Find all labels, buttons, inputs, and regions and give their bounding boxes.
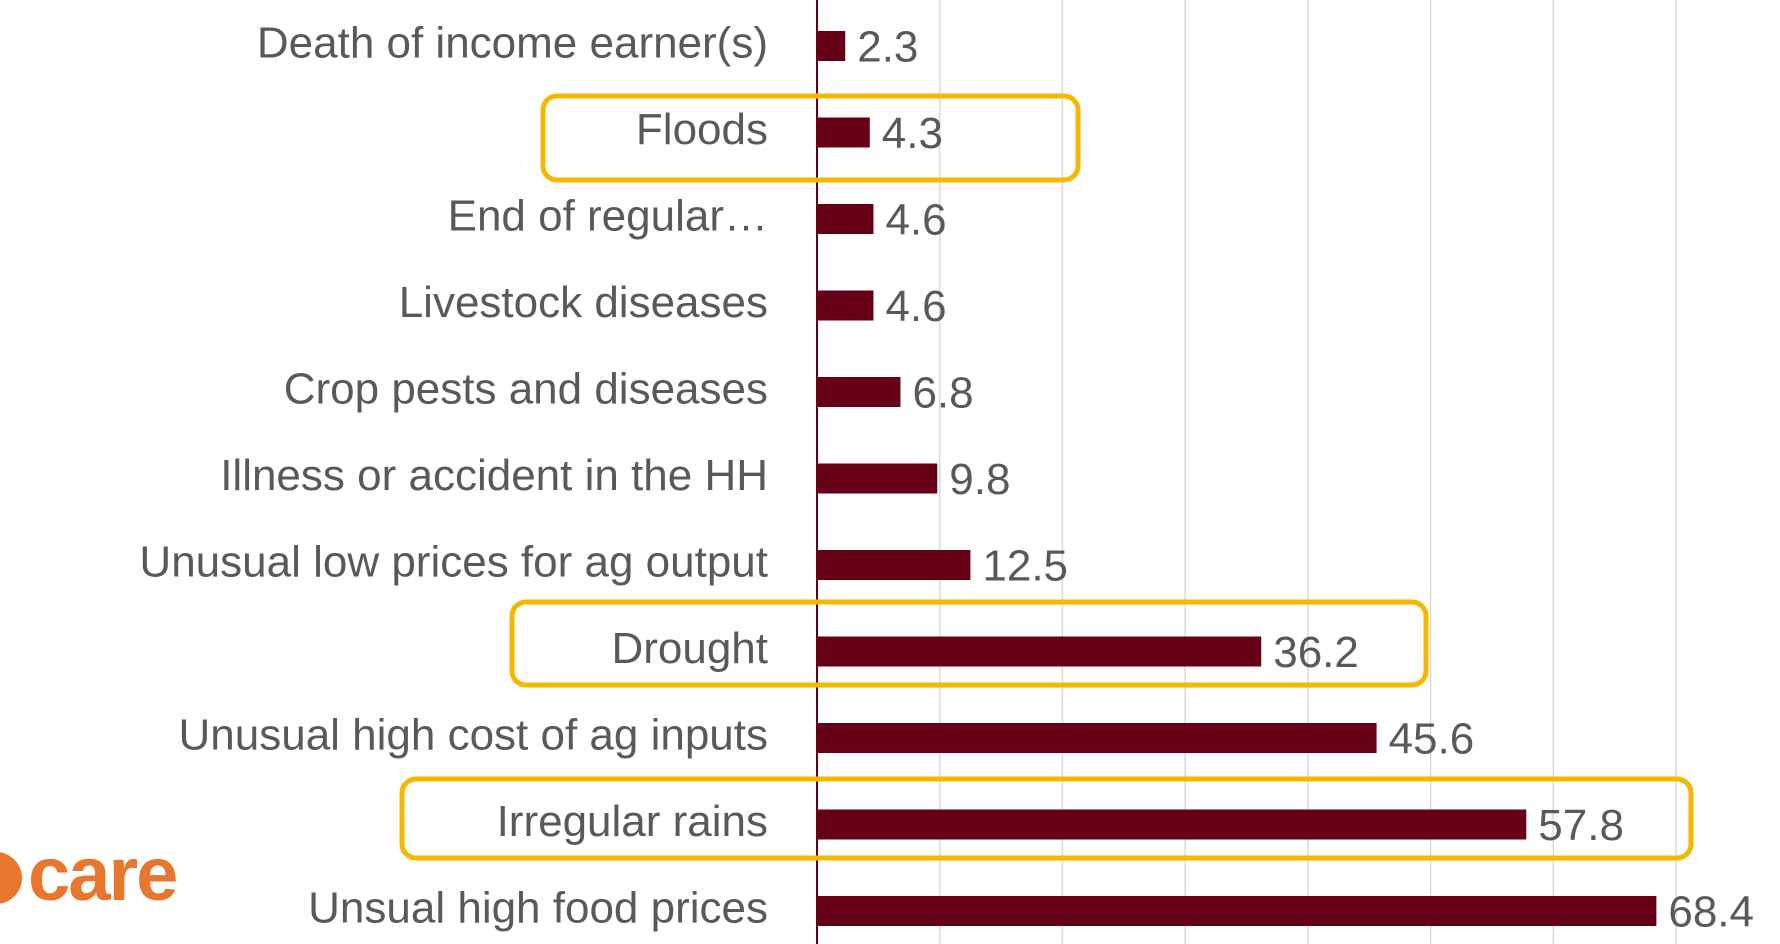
category-label: Livestock diseases bbox=[399, 278, 768, 327]
bar bbox=[817, 463, 938, 494]
category-label: Irregular rains bbox=[497, 797, 768, 846]
bar bbox=[817, 809, 1527, 840]
category-label: Unsual high food prices bbox=[308, 884, 768, 933]
category-label: Unusual high cost of ag inputs bbox=[179, 711, 769, 760]
category-label: Crop pests and diseases bbox=[284, 365, 768, 414]
value-label: 9.8 bbox=[949, 455, 1010, 504]
value-label: 12.5 bbox=[982, 542, 1068, 591]
grid bbox=[816, 0, 1677, 944]
bar bbox=[817, 31, 846, 61]
highlight-box bbox=[399, 776, 1694, 861]
value-label: 4.6 bbox=[885, 196, 946, 245]
category-label: Unusual low prices for ag output bbox=[139, 538, 768, 587]
bar bbox=[817, 636, 1262, 667]
value-label: 4.3 bbox=[882, 109, 943, 158]
category-label: Floods bbox=[636, 105, 768, 154]
value-label: 36.2 bbox=[1273, 628, 1359, 677]
bar bbox=[817, 723, 1377, 753]
bar bbox=[817, 204, 874, 234]
value-label: 4.6 bbox=[885, 282, 946, 331]
category-label: Drought bbox=[611, 624, 768, 673]
category-label: Death of income earner(s) bbox=[257, 19, 768, 68]
logo: care bbox=[28, 832, 176, 917]
value-label: 57.8 bbox=[1538, 801, 1624, 850]
highlight-box bbox=[509, 599, 1429, 688]
bar bbox=[817, 377, 901, 407]
bar bbox=[817, 896, 1657, 926]
value-label: 6.8 bbox=[912, 369, 973, 418]
bar bbox=[817, 550, 971, 580]
highlight-box bbox=[540, 93, 1081, 183]
bar bbox=[817, 117, 870, 148]
value-label: 45.6 bbox=[1389, 715, 1475, 764]
value-label: 68.4 bbox=[1668, 888, 1754, 937]
value-label: 2.3 bbox=[857, 23, 918, 72]
highlights bbox=[399, 93, 1694, 861]
category-label: Illness or accident in the HH bbox=[220, 451, 768, 500]
logo-icon bbox=[0, 852, 22, 904]
bar bbox=[817, 290, 874, 321]
category-label: End of regular… bbox=[448, 192, 768, 241]
